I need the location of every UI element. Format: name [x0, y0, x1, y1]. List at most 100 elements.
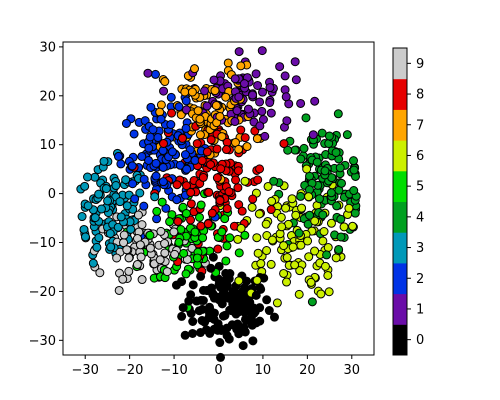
scatter-point-class-7: [155, 107, 165, 117]
scatter-point-class-5: [240, 230, 250, 240]
scatter-point-class-0: [264, 306, 274, 316]
scatter-point-class-8: [206, 160, 216, 170]
scatter-point-class-7: [210, 86, 220, 96]
scatter-point-class-2: [129, 129, 139, 139]
scatter-point-class-1: [181, 105, 191, 115]
scatter-point-class-1: [230, 74, 240, 84]
x-tick-label: 0: [214, 363, 222, 378]
scatter-point-class-9: [112, 253, 122, 263]
scatter-point-class-5: [196, 200, 206, 210]
colorbar-tick-label: 0: [416, 333, 424, 348]
scatter-point-class-6: [279, 241, 289, 251]
scatter-point-class-8: [215, 196, 225, 206]
x-tick-label: −10: [160, 363, 187, 378]
scatter-point-class-4: [331, 148, 341, 158]
scatter-point-class-2: [148, 125, 158, 135]
scatter-point-class-0: [248, 336, 258, 346]
scatter-point-class-6: [296, 240, 306, 250]
scatter-point-class-3: [99, 156, 109, 166]
scatter-point-class-0: [250, 307, 260, 317]
colorbar-tick-label: 3: [416, 241, 424, 256]
x-tick-label: −30: [71, 363, 98, 378]
scatter-point-class-0: [234, 329, 244, 339]
scatter-point-class-3: [122, 201, 132, 211]
colorbar-tick-label: 4: [416, 210, 424, 225]
scatter-point-class-1: [251, 69, 261, 79]
scatter-point-class-3: [135, 188, 145, 198]
scatter-point-class-9: [119, 230, 129, 240]
scatter-point-class-2: [137, 151, 147, 161]
scatter-point-class-1: [234, 92, 244, 102]
scatter-point-class-4: [326, 188, 336, 198]
scatter-point-class-3: [150, 192, 160, 202]
scatter-point-class-4: [318, 210, 328, 220]
colorbar-tick-label: 6: [416, 149, 424, 164]
scatter-point-class-2: [113, 151, 123, 161]
colorbar: 0 1 2 3 4 5 6 7 8 9: [392, 47, 424, 356]
scatter-point-class-2: [180, 150, 190, 160]
scatter-point-class-0: [196, 295, 206, 305]
scatter-point-class-7: [190, 64, 200, 74]
scatter-point-class-5: [181, 209, 191, 219]
scatter-point-class-2: [181, 123, 191, 133]
scatter-point-class-7: [215, 111, 225, 121]
scatter-point-class-9: [145, 243, 155, 253]
scatter-point-class-9: [162, 267, 172, 277]
scatter-point-class-8: [192, 139, 202, 149]
scatter-point-class-6: [276, 212, 286, 222]
scatter-point-class-5: [234, 248, 244, 258]
scatter-point-class-8: [197, 156, 207, 166]
x-tick-label: 20: [299, 363, 316, 378]
scatter-point-class-1: [200, 86, 209, 96]
scatter-point-class-6: [339, 222, 349, 232]
scatter-point-class-2: [127, 161, 137, 171]
scatter-point-class-6: [320, 261, 330, 271]
scatter-point-class-1: [290, 57, 300, 67]
scatter-point-class-0: [184, 296, 194, 306]
y-tick-label: 0: [48, 187, 56, 202]
scatter-point-class-7: [217, 132, 227, 142]
scatter-point-class-2: [158, 177, 168, 187]
scatter-point-class-6: [253, 248, 263, 258]
scatter-point-class-4: [322, 250, 332, 260]
y-tick-label: 20: [39, 89, 56, 104]
scatter-point-class-4: [337, 178, 346, 188]
scatter-point-class-5: [221, 256, 231, 266]
scatter-point-class-8: [167, 108, 177, 118]
scatter-point-class-4: [283, 145, 293, 155]
scatter-point-class-4: [324, 131, 334, 141]
scatter-point-class-3: [88, 258, 98, 268]
scatter-point-class-7: [195, 114, 205, 124]
scatter-point-class-0: [195, 328, 205, 338]
scatter-point-class-0: [208, 252, 218, 262]
scatter-point-class-6: [262, 246, 272, 256]
colorbar-segment-0: [393, 324, 407, 356]
scatter-point-class-6: [290, 260, 300, 270]
scatter-point-class-8: [253, 175, 263, 185]
scatter-point-class-1: [243, 104, 253, 114]
scatter-point-class-5: [165, 217, 175, 227]
scatter-point-class-7: [180, 87, 190, 97]
scatter-point-class-4: [296, 154, 306, 164]
scatter-point-class-6: [256, 259, 266, 269]
scatter-point-class-8: [203, 219, 213, 229]
colorbar-segment-2: [393, 262, 407, 295]
scatter-point-class-8: [248, 194, 258, 204]
colorbar-segment-5: [393, 170, 407, 202]
scatter-point-class-2: [156, 114, 166, 124]
scatter-point-class-9: [114, 285, 124, 295]
scatter-point-class-2: [172, 195, 182, 205]
scatter-point-class-8: [237, 206, 247, 216]
scatter-point-class-7: [236, 61, 246, 71]
scatter-point-class-6: [348, 221, 358, 231]
scatter-point-class-2: [174, 102, 184, 112]
scatter-point-class-8: [159, 138, 168, 148]
scatter-point-class-0: [178, 303, 188, 313]
scatter-point-class-2: [144, 143, 154, 153]
scatter-point-class-0: [245, 297, 255, 307]
scatter-point-class-0: [177, 277, 187, 287]
scatter-point-class-0: [234, 307, 244, 317]
colorbar-segment-6: [393, 140, 407, 172]
scatter-point-class-7: [234, 144, 244, 154]
scatter-point-class-2: [153, 132, 163, 142]
